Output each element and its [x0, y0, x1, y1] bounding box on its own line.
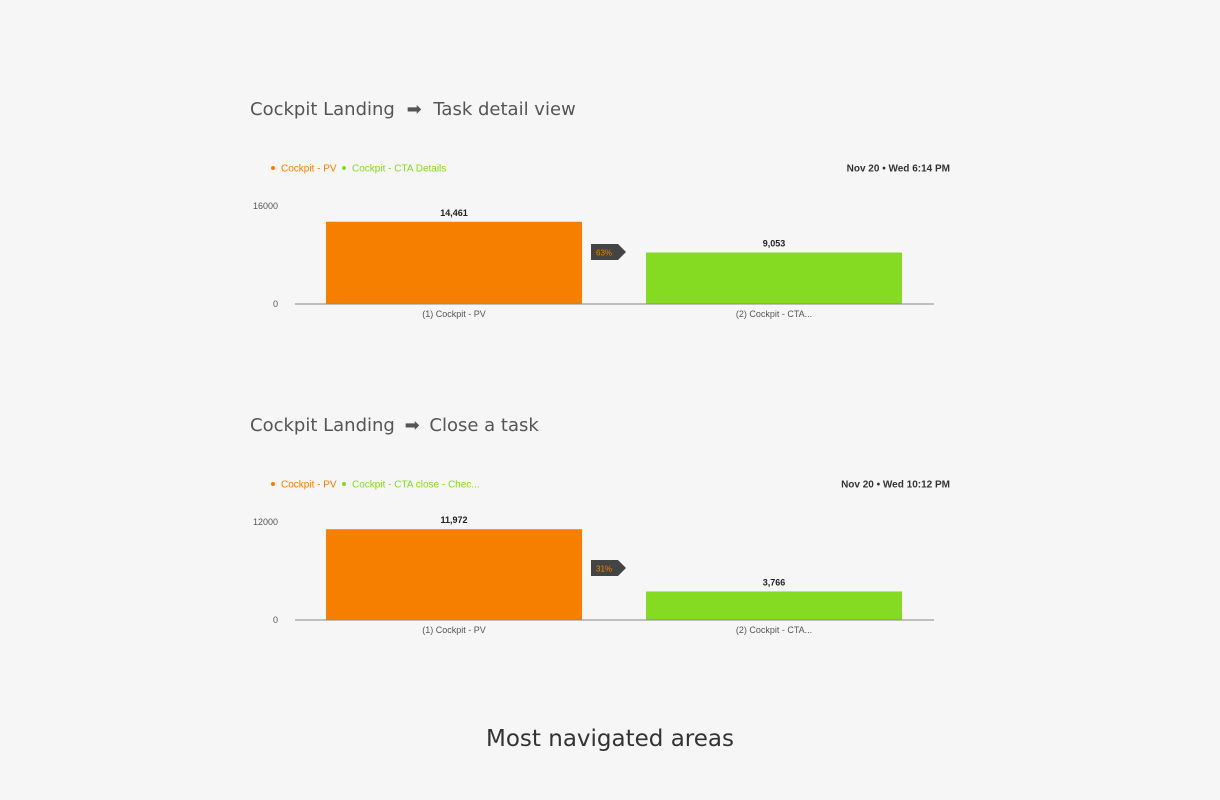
section-title-close-task: Cockpit Landing ➡ Close a task	[250, 415, 539, 436]
y-tick-max: 16000	[253, 201, 278, 211]
section-title-task-detail: Cockpit Landing ➡ Task detail view	[250, 99, 576, 120]
bar-value-label-2: 9,053	[763, 239, 786, 249]
chart-timestamp: Nov 20 • Wed 6:14 PM	[847, 164, 950, 175]
bar-value-label-1: 11,972	[440, 515, 467, 525]
y-tick-max: 12000	[253, 517, 278, 527]
legend-label-2: Cockpit - CTA close - Chec...	[352, 480, 480, 491]
legend-label-1: Cockpit - PV	[281, 164, 337, 175]
x-tick-label-2: (2) Cockpit - CTA...	[736, 309, 812, 319]
bar-1	[326, 221, 582, 304]
title-to: Close a task	[429, 415, 539, 436]
x-tick-label-2: (2) Cockpit - CTA...	[736, 625, 812, 635]
bar-value-label-2: 3,766	[763, 577, 786, 587]
conversion-rate-label: 31%	[596, 565, 612, 574]
funnel-chart-task-detail: Cockpit - PV Cockpit - CTA Details Nov 20 …	[253, 164, 950, 320]
legend-label-1: Cockpit - PV	[281, 480, 337, 491]
right-arrow-icon: ➡	[404, 415, 420, 436]
legend-dot-1	[271, 166, 275, 170]
title-from: Cockpit Landing	[250, 415, 395, 436]
y-tick-zero: 0	[273, 615, 278, 625]
right-arrow-icon: ➡	[406, 99, 422, 120]
bar-2	[646, 252, 902, 304]
title-to: Task detail view	[433, 99, 576, 120]
funnel-chart-close-task: Cockpit - PV Cockpit - CTA close - Chec..…	[253, 480, 950, 636]
legend-label-2: Cockpit - CTA Details	[352, 164, 446, 175]
bar-2	[646, 591, 902, 620]
title-from: Cockpit Landing	[250, 99, 395, 120]
conversion-rate-label: 63%	[596, 249, 612, 258]
x-tick-label-1: (1) Cockpit - PV	[422, 625, 486, 635]
y-tick-zero: 0	[273, 299, 278, 309]
conversion-badge	[591, 560, 626, 576]
chart-timestamp: Nov 20 • Wed 10:12 PM	[841, 480, 950, 491]
legend-dot-2	[342, 166, 346, 170]
footer-title: Most navigated areas	[486, 726, 734, 752]
x-tick-label-1: (1) Cockpit - PV	[422, 309, 486, 319]
legend-dot-2	[342, 482, 346, 486]
legend-dot-1	[271, 482, 275, 486]
bar-1	[326, 529, 582, 620]
conversion-badge	[591, 244, 626, 260]
bar-value-label-1: 14,461	[440, 208, 468, 218]
